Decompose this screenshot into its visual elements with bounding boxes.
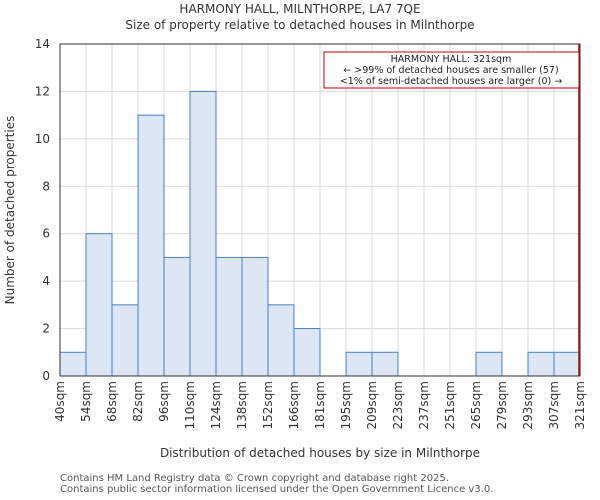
y-tick-label: 8 <box>42 179 50 193</box>
y-tick-label: 10 <box>35 132 50 146</box>
y-tick-label: 2 <box>42 322 50 336</box>
bar-209sqm <box>371 351 399 377</box>
x-tick-label: 307sqm <box>547 381 561 429</box>
bars <box>59 90 581 377</box>
x-tick-label: 237sqm <box>417 381 431 429</box>
x-tick-label: 166sqm <box>287 381 301 429</box>
x-tick-label: 138sqm <box>235 381 249 429</box>
x-tick-label: 265sqm <box>469 381 483 429</box>
bar-307sqm <box>553 351 581 377</box>
x-tick-label: 152sqm <box>261 381 275 429</box>
annotation-line-2: ← >99% of detached houses are smaller (5… <box>343 65 558 76</box>
x-tick-label: 251sqm <box>443 381 457 429</box>
bar-166sqm <box>293 328 321 377</box>
bar-40sqm <box>59 351 87 377</box>
annotation-line-3: <1% of semi-detached houses are larger (… <box>340 76 562 87</box>
x-tick-label: 82sqm <box>131 381 145 422</box>
plot-frame <box>59 43 581 377</box>
footer-line-2: Contains public sector information licen… <box>60 484 494 495</box>
x-tick-label: 54sqm <box>79 381 93 422</box>
x-tick-label: 124sqm <box>209 381 223 429</box>
bar-293sqm <box>527 351 555 377</box>
y-tick-label: 14 <box>35 37 50 51</box>
bar-124sqm <box>215 256 243 377</box>
x-tick-label: 321sqm <box>573 381 587 429</box>
bar-110sqm <box>189 90 217 377</box>
x-tick-label: 110sqm <box>183 381 197 429</box>
annotation-box <box>323 51 580 89</box>
bar-82sqm <box>137 114 165 377</box>
x-tick-label: 68sqm <box>105 381 119 422</box>
x-tick-label: 96sqm <box>157 381 171 422</box>
y-tick-label: 4 <box>42 274 50 288</box>
x-tick-label: 293sqm <box>521 381 535 429</box>
bar-54sqm <box>85 233 113 377</box>
y-axis-label: Number of detached properties <box>3 116 17 305</box>
chart-title: HARMONY HALL, MILNTHORPE, LA7 7QE <box>179 2 421 16</box>
x-tick-label: 209sqm <box>365 381 379 429</box>
x-axis-ticks: 40sqm 54sqm 68sqm 82sqm 96sqm 110sqm 124sqm 138… <box>53 381 587 429</box>
y-axis-ticks: 0 2 4 6 8 10 12 14 <box>35 37 50 383</box>
y-tick-label: 6 <box>42 227 50 241</box>
x-tick-label: 40sqm <box>53 381 67 422</box>
x-tick-label: 279sqm <box>495 381 509 429</box>
chart-subtitle: Size of property relative to detached ho… <box>125 18 475 32</box>
y-tick-label: 12 <box>35 84 50 98</box>
bar-96sqm <box>163 256 191 377</box>
bar-265sqm <box>475 351 503 377</box>
y-tick-label: 0 <box>42 369 50 383</box>
x-tick-label: 195sqm <box>339 381 353 429</box>
footer-line-1: Contains HM Land Registry data © Crown c… <box>60 473 449 484</box>
bar-68sqm <box>111 304 139 377</box>
bar-195sqm <box>345 351 373 377</box>
annotation-line-1: HARMONY HALL: 321sqm <box>391 54 512 65</box>
x-tick-label: 181sqm <box>313 381 327 429</box>
x-tick-label: 223sqm <box>391 381 405 429</box>
bar-152sqm <box>267 304 295 377</box>
x-axis-label: Distribution of detached houses by size … <box>160 446 480 460</box>
bar-138sqm <box>241 256 269 377</box>
